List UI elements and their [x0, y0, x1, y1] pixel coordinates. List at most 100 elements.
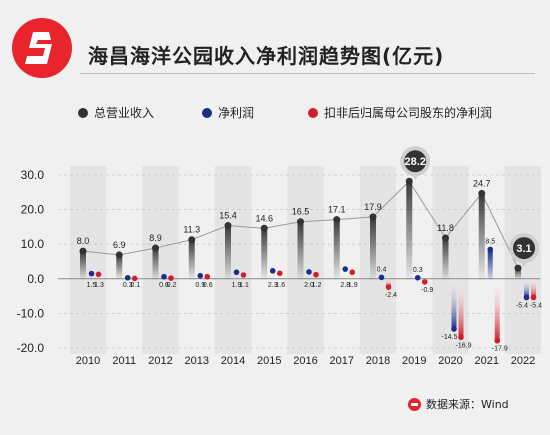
column-band: [142, 166, 179, 354]
revenue-data-label: 16.5: [292, 207, 310, 217]
revenue-bar: [333, 219, 340, 279]
revenue-bar: [442, 237, 449, 279]
net-profit-data-label: 2.0: [304, 282, 314, 289]
legend-dot-deducted-profit: [308, 107, 318, 118]
net-profit-point: [269, 268, 276, 274]
revenue-data-label: 15.4: [219, 211, 237, 221]
revenue-bar: [478, 193, 485, 279]
net-profit-bar: [451, 278, 457, 329]
y-tick-label: -10.0: [17, 306, 45, 320]
revenue-data-label: 3.1: [516, 243, 531, 255]
x-tick-label: 2018: [366, 355, 390, 367]
highlight-bubble: [513, 237, 535, 260]
net-profit-bar: [524, 278, 529, 298]
deducted-profit-point: [530, 294, 537, 301]
revenue-point: [297, 218, 304, 226]
net-profit-data-label: 1.9: [232, 282, 242, 289]
revenue-point: [79, 247, 87, 255]
deducted-profit-data-label: -17.9: [492, 346, 508, 353]
revenue-bar: [152, 248, 159, 279]
net-profit-data-label: 0.9: [195, 282, 205, 289]
revenue-data-label: 11.8: [437, 223, 454, 233]
y-tick-label: 10.0: [21, 237, 45, 251]
x-tick-label: 2019: [402, 355, 426, 367]
net-profit-point: [306, 269, 312, 275]
revenue-point: [115, 251, 123, 259]
revenue-point: [405, 177, 413, 185]
revenue-point: [224, 222, 232, 230]
legend-dot-revenue: [78, 107, 88, 118]
legend-label-revenue: 总营业收入: [94, 106, 155, 120]
y-tick-label: 30.0: [21, 168, 45, 182]
deducted-profit-point: [458, 334, 464, 341]
net-profit-point: [487, 246, 494, 253]
net-profit-data-label: 0.6: [159, 282, 169, 289]
page-title: 海昌海洋公园收入净利润趋势图(亿元): [88, 44, 445, 68]
source-label: 数据来源：Wind: [426, 398, 509, 411]
deducted-profit-point: [204, 273, 211, 280]
x-tick-label: 2012: [148, 355, 172, 367]
deducted-profit-point: [313, 271, 319, 278]
deducted-profit-point: [349, 269, 356, 276]
deducted-profit-point: [385, 284, 392, 290]
revenue-data-label: 8.0: [77, 236, 90, 246]
revenue-data-label: 14.6: [255, 213, 273, 223]
deducted-profit-data-label: -5.4: [530, 302, 542, 309]
revenue-data-label: 28.2: [405, 156, 426, 168]
x-tick-label: 2011: [112, 355, 136, 367]
net-profit-point: [523, 294, 530, 301]
revenue-point: [260, 224, 268, 232]
column-band: [359, 166, 397, 354]
net-profit-point: [233, 269, 240, 276]
revenue-bar: [515, 268, 521, 279]
revenue-bar: [370, 216, 376, 279]
net-profit-bar: [487, 249, 493, 279]
highlight-bubble: [404, 150, 427, 173]
column-band: [287, 166, 324, 354]
net-profit-point: [342, 266, 349, 272]
legend-item-net-profit: 净利润: [202, 104, 254, 121]
x-tick-label: 2015: [257, 355, 281, 367]
net-profit-data-label: 2.3: [268, 282, 278, 289]
net-profit-point: [451, 326, 457, 332]
legend-item-deducted-profit: 扣非后归属母公司股东的净利润: [308, 104, 492, 121]
revenue-data-label: 11.3: [183, 225, 200, 235]
net-profit-point: [414, 274, 421, 281]
revenue-point: [369, 213, 377, 221]
legend-label-net-profit: 净利润: [218, 106, 255, 120]
deducted-profit-data-label: 1.1: [239, 282, 249, 289]
revenue-data-label: 6.9: [113, 240, 126, 250]
deducted-profit-data-label: 1.6: [275, 282, 285, 289]
deducted-profit-bar: [458, 278, 464, 338]
highlight-bubble-tail: [412, 175, 419, 181]
revenue-data-label: 24.7: [473, 178, 491, 188]
revenue-point: [442, 234, 449, 242]
net-profit-point: [197, 272, 204, 279]
y-tick-label: -20.0: [17, 341, 45, 355]
data-source: 数据来源：Wind: [408, 396, 509, 412]
deducted-profit-bar: [386, 278, 391, 288]
legend-label-deducted-profit: 扣非后归属母公司股东的净利润: [324, 106, 493, 120]
x-tick-label: 2014: [221, 355, 245, 367]
deducted-profit-point: [494, 337, 501, 344]
revenue-data-label: 8.9: [149, 233, 162, 243]
column-band: [214, 166, 252, 354]
x-tick-label: 2016: [293, 355, 317, 367]
net-profit-data-label: -5.4: [516, 302, 528, 309]
revenue-point: [152, 244, 159, 252]
x-tick-label: 2013: [185, 355, 209, 367]
deducted-profit-bar: [531, 278, 536, 298]
deducted-profit-point: [131, 275, 138, 282]
highlight-bubble-tail: [521, 262, 527, 268]
x-tick-label: 2020: [438, 355, 462, 367]
revenue-bar: [261, 228, 268, 279]
deducted-profit-data-label: 1.2: [312, 282, 322, 289]
revenue-bar: [406, 181, 413, 279]
revenue-point: [188, 236, 196, 244]
net-profit-data-label: 0.4: [377, 266, 387, 273]
revenue-data-label: 17.1: [328, 205, 346, 215]
revenue-bar: [116, 254, 123, 279]
legend-item-revenue: 总营业收入: [78, 104, 154, 121]
revenue-point: [333, 216, 341, 224]
